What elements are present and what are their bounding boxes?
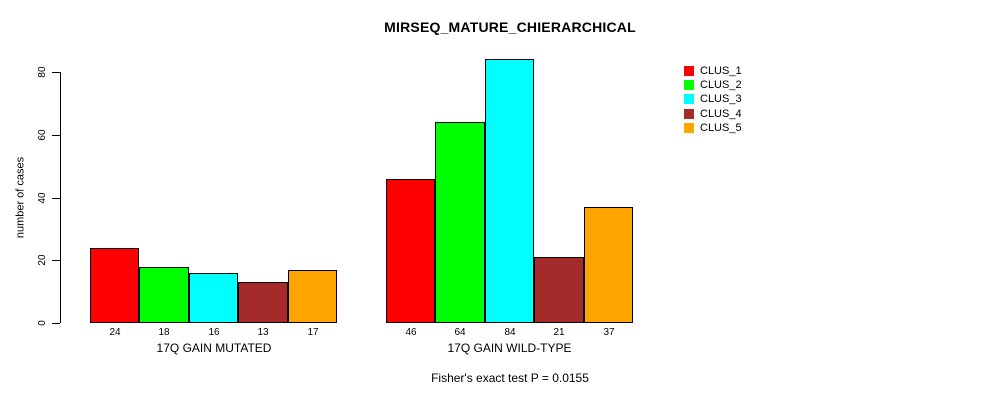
category-label-17q-gain-wild-type: 17Q GAIN WILD-TYPE <box>447 341 572 355</box>
legend-swatch-clus_2 <box>684 80 694 91</box>
legend: CLUS_1 CLUS_2 CLUS_3 CLUS_4 CLUS_5 <box>684 64 742 135</box>
y-tick-20 <box>52 260 60 261</box>
bar-clus_3-group0 <box>189 273 238 323</box>
bar-clus_3-group1 <box>485 59 534 323</box>
bar-clus_5-group1 <box>584 207 633 323</box>
y-tick-80 <box>52 72 60 73</box>
bar-clus_1-group1 <box>386 179 435 323</box>
legend-label-clus_3: CLUS_3 <box>700 93 742 106</box>
y-tick-label-40: 40 <box>37 192 48 204</box>
y-tick-label-60: 60 <box>37 129 48 141</box>
y-tick-40 <box>52 198 60 199</box>
legend-label-clus_2: CLUS_2 <box>700 79 742 92</box>
legend-label-clus_4: CLUS_4 <box>700 107 742 120</box>
legend-row-clus_5: CLUS_5 <box>684 121 742 135</box>
chart-title: MIRSEQ_MATURE_CHIERARCHICAL <box>384 19 636 35</box>
legend-label-clus_1: CLUS_1 <box>700 65 742 77</box>
legend-swatch-clus_1 <box>684 66 694 76</box>
caption-fishers-test: Fisher's exact test P = 0.0155 <box>431 371 589 385</box>
y-tick-0 <box>52 323 60 324</box>
bar-value-label-clus_2-group0: 18 <box>158 327 170 338</box>
y-axis-line <box>60 72 61 323</box>
y-tick-label-80: 80 <box>37 66 48 78</box>
y-tick-label-0: 0 <box>37 320 48 326</box>
bar-value-label-clus_3-group0: 16 <box>208 327 220 338</box>
bar-clus_5-group0 <box>288 270 337 323</box>
bar-value-label-clus_4-group0: 13 <box>257 327 269 338</box>
y-tick-label-20: 20 <box>37 254 48 266</box>
legend-swatch-clus_5 <box>684 122 694 133</box>
legend-row-clus_3: CLUS_3 <box>684 92 742 106</box>
bar-value-label-clus_4-group1: 21 <box>553 327 565 338</box>
legend-row-clus_4: CLUS_4 <box>684 107 742 121</box>
bar-clus_1-group0 <box>90 248 139 323</box>
bar-clus_4-group1 <box>534 257 584 323</box>
bar-value-label-clus_5-group0: 17 <box>307 327 319 338</box>
bar-value-label-clus_1-group0: 24 <box>109 327 121 338</box>
bar-clus_2-group1 <box>435 122 485 323</box>
y-tick-60 <box>52 135 60 136</box>
bar-clus_4-group0 <box>238 282 288 323</box>
bar-value-label-clus_3-group1: 84 <box>504 327 516 338</box>
legend-row-clus_2: CLUS_2 <box>684 78 742 92</box>
category-label-17q-gain-mutated: 17Q GAIN MUTATED <box>156 341 272 355</box>
legend-row-clus_1: CLUS_1 <box>684 64 742 78</box>
bar-value-label-clus_2-group1: 64 <box>454 327 466 338</box>
bar-value-label-clus_1-group1: 46 <box>405 327 417 338</box>
legend-swatch-clus_4 <box>684 108 694 119</box>
bar-value-label-clus_5-group1: 37 <box>603 327 615 338</box>
legend-label-clus_5: CLUS_5 <box>700 121 742 134</box>
bar-clus_2-group0 <box>139 267 189 323</box>
legend-swatch-clus_3 <box>684 94 694 105</box>
y-axis-label: number of cases <box>14 156 27 239</box>
